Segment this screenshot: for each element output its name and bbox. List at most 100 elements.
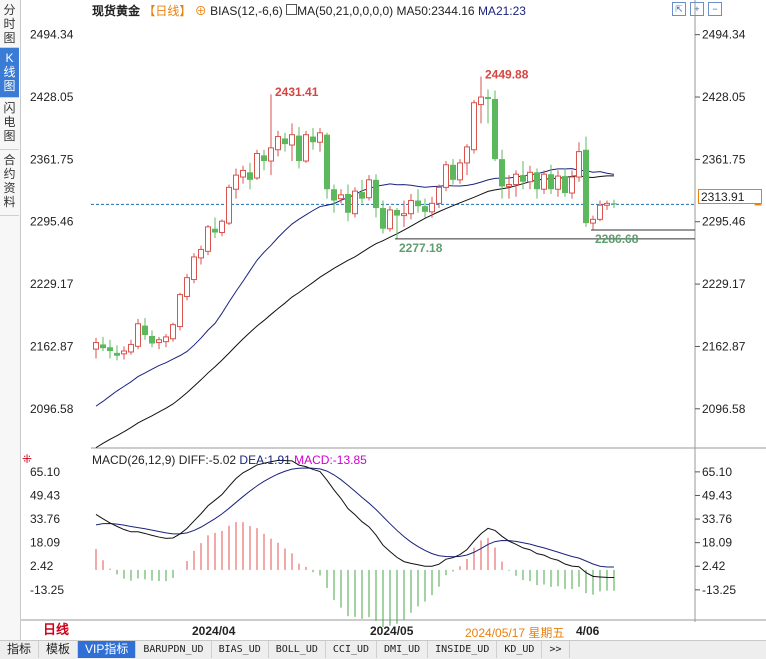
- macd-right-label: 33.76: [702, 512, 732, 526]
- price-right-label: 2096.58: [702, 402, 746, 416]
- tab-contract-info[interactable]: 合约资料: [0, 150, 19, 216]
- price-left-label: 2494.34: [30, 28, 74, 42]
- window-controls: ⇱ + −: [668, 1, 722, 16]
- macd-diff-line: [95, 459, 615, 578]
- candle-body-down: [296, 135, 302, 162]
- candle-body-up: [457, 162, 463, 181]
- macd-left-label: -13.25: [30, 583, 64, 597]
- tab-inside[interactable]: INSIDE_UD: [428, 641, 498, 658]
- ma50-value: MA50:2344.16: [396, 4, 475, 18]
- expand-icon[interactable]: ⇱: [672, 2, 686, 16]
- candle-body-down: [499, 159, 505, 187]
- macd-right-label: 65.10: [702, 465, 732, 479]
- candle-body-down: [520, 175, 526, 182]
- candle-body-up: [191, 256, 197, 281]
- macd-left-label: 49.43: [30, 488, 60, 502]
- macd-value: MACD:-13.85: [294, 453, 367, 467]
- cursor-date: 2024/05/17 星期五: [465, 626, 565, 640]
- date-4-06: 4/06: [576, 624, 600, 638]
- candle-body-up: [604, 202, 610, 206]
- candle-body-down: [373, 179, 379, 209]
- date-2024-05: 2024/05: [370, 624, 414, 638]
- candle-body-up: [576, 151, 582, 178]
- candle-body-up: [254, 153, 260, 179]
- high-price-annotation: 2449.88: [485, 67, 529, 81]
- candle-body-up: [240, 169, 246, 178]
- candle-body-down: [583, 149, 589, 224]
- price-right-label: 2295.46: [702, 215, 746, 229]
- tab-bias[interactable]: BIAS_UD: [212, 641, 269, 658]
- ma21-value: MA21:23: [477, 4, 526, 18]
- candle-body-up: [527, 171, 533, 183]
- price-left-label: 2162.87: [30, 339, 74, 353]
- candle-body-up: [569, 176, 575, 194]
- price-right-label: 2361.75: [702, 152, 746, 166]
- candle-body-down: [380, 208, 386, 229]
- candle-body-down: [261, 155, 267, 162]
- candle-body-up: [366, 179, 372, 199]
- main-chart-header: 现货黄金 【日线】 ⊕ BIAS(12,-6,6) MA(50,21,0,0,0…: [92, 2, 526, 19]
- macd-settings-icon[interactable]: ⁜: [22, 452, 33, 466]
- candle-body-down: [422, 206, 428, 212]
- current-price-tag: 2313.91: [698, 189, 762, 204]
- tab-kline-chart[interactable]: K线图: [0, 48, 19, 98]
- tab-more[interactable]: >>: [542, 641, 570, 658]
- bias-label: BIAS(12,-6,6): [210, 4, 283, 18]
- date-2024-04: 2024/04: [192, 624, 236, 638]
- ma50-line: [95, 175, 614, 449]
- candle-body-up: [233, 174, 239, 190]
- candle-body-up: [443, 164, 449, 188]
- tab-barupdn[interactable]: BARUPDN_UD: [136, 641, 212, 658]
- candle-body-up: [338, 194, 344, 200]
- macd-right-label: -13.25: [702, 583, 736, 597]
- candle-body-up: [226, 186, 232, 224]
- price-left-label: 2295.46: [30, 215, 74, 229]
- candle-body-down: [415, 200, 421, 207]
- price-right-label: 2428.05: [702, 90, 746, 104]
- candle-body-up: [135, 323, 141, 347]
- candle-body-up: [590, 218, 596, 224]
- candle-body-down: [149, 335, 155, 344]
- period-selector[interactable]: 【日线】: [143, 4, 192, 18]
- macd-diff: DIFF:-5.02: [178, 453, 237, 467]
- candle-body-up: [478, 96, 484, 106]
- tab-cci[interactable]: CCI_UD: [326, 641, 378, 658]
- low-price-annotation: 2277.18: [399, 241, 443, 255]
- zoom-out-icon[interactable]: −: [708, 2, 722, 16]
- macd-label: MACD(26,12,9): [92, 453, 176, 467]
- candle-body-up: [506, 184, 512, 187]
- candle-body-down: [450, 164, 456, 180]
- tab-kd[interactable]: KD_UD: [497, 641, 543, 658]
- candle-body-up: [170, 324, 176, 340]
- candle-body-up: [408, 200, 414, 215]
- candle-body-down: [331, 189, 337, 201]
- macd-dea-line: [95, 467, 615, 568]
- candle-body-up: [275, 136, 281, 151]
- price-right-label: 2494.34: [702, 28, 746, 42]
- candle-body-down: [611, 203, 617, 205]
- tab-dmi[interactable]: DMI_UD: [377, 641, 429, 658]
- candle-body-down: [534, 172, 540, 190]
- tab-vip-indicators[interactable]: VIP指标: [78, 641, 137, 658]
- candle-body-up: [121, 350, 127, 355]
- tab-time-chart[interactable]: 分时图: [0, 0, 19, 48]
- candle-body-down: [548, 174, 554, 190]
- candle-body-up: [156, 339, 162, 344]
- macd-left-label: 33.76: [30, 512, 60, 526]
- tab-indicators[interactable]: 指标: [0, 641, 40, 658]
- tab-templates[interactable]: 模板: [39, 641, 79, 658]
- low-price-annotation: 2286.68: [595, 232, 639, 246]
- candle-body-up: [317, 132, 323, 143]
- candle-body-up: [597, 204, 603, 220]
- settings-icon[interactable]: ⊕: [194, 4, 207, 18]
- tab-flash-chart[interactable]: 闪电图: [0, 98, 19, 150]
- candle-body-up: [387, 209, 393, 230]
- ma-settings-icon[interactable]: [286, 4, 298, 15]
- candle-body-up: [513, 173, 519, 186]
- period-label[interactable]: 日线: [42, 622, 69, 637]
- price-left-label: 2428.05: [30, 90, 74, 104]
- zoom-in-icon[interactable]: +: [690, 2, 704, 16]
- tab-boll[interactable]: BOLL_UD: [269, 641, 326, 658]
- candle-body-down: [247, 172, 253, 180]
- candle-body-down: [345, 193, 351, 213]
